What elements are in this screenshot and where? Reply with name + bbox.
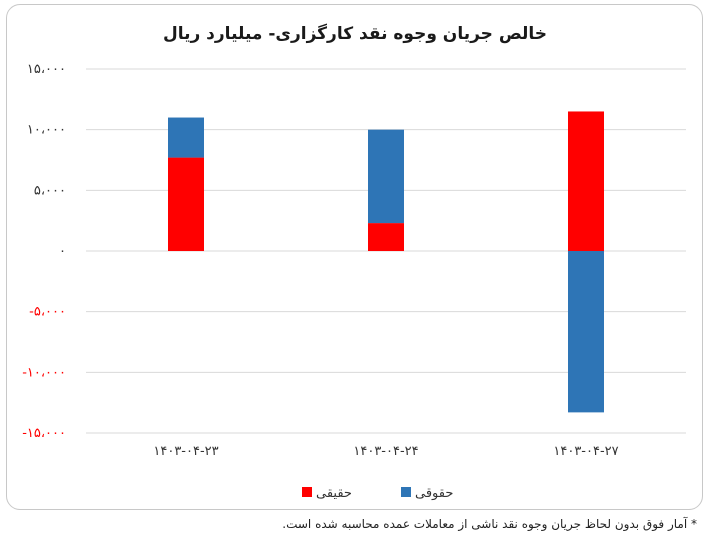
y-tick-label: ۱۰،۰۰۰ <box>27 123 66 138</box>
y-tick-label: ۰ <box>59 244 66 259</box>
bar-haghighi <box>368 223 404 251</box>
y-tick-label: -۱۵،۰۰۰ <box>22 426 66 441</box>
bar-hoghooghi <box>568 251 604 413</box>
legend-label: حقیقی <box>316 486 352 501</box>
y-tick-label: -۱۰،۰۰۰ <box>22 365 66 380</box>
y-tick-label: ۱۵،۰۰۰ <box>27 62 66 77</box>
y-tick-label: -۵،۰۰۰ <box>29 305 66 320</box>
bar-hoghooghi <box>368 129 404 224</box>
chart-title: خالص جریان وجوه نقد کارگزاری- میلیارد ری… <box>163 23 547 44</box>
x-category-label: ۱۴۰۳-۰۴-۲۷ <box>553 444 618 459</box>
bar-haghighi <box>168 157 204 251</box>
footnote: * آمار فوق بدون لحاظ جریان وجوه نقد ناشی… <box>282 517 697 531</box>
x-category-label: ۱۴۰۳-۰۴-۲۴ <box>353 444 418 459</box>
legend-label: حقوقی <box>415 486 453 501</box>
legend-swatch <box>401 487 411 497</box>
y-tick-label: ۵،۰۰۰ <box>34 183 66 198</box>
bar-haghighi <box>568 111 604 251</box>
legend-swatch <box>302 487 312 497</box>
bar-hoghooghi <box>168 117 204 158</box>
x-category-label: ۱۴۰۳-۰۴-۲۳ <box>153 444 218 459</box>
